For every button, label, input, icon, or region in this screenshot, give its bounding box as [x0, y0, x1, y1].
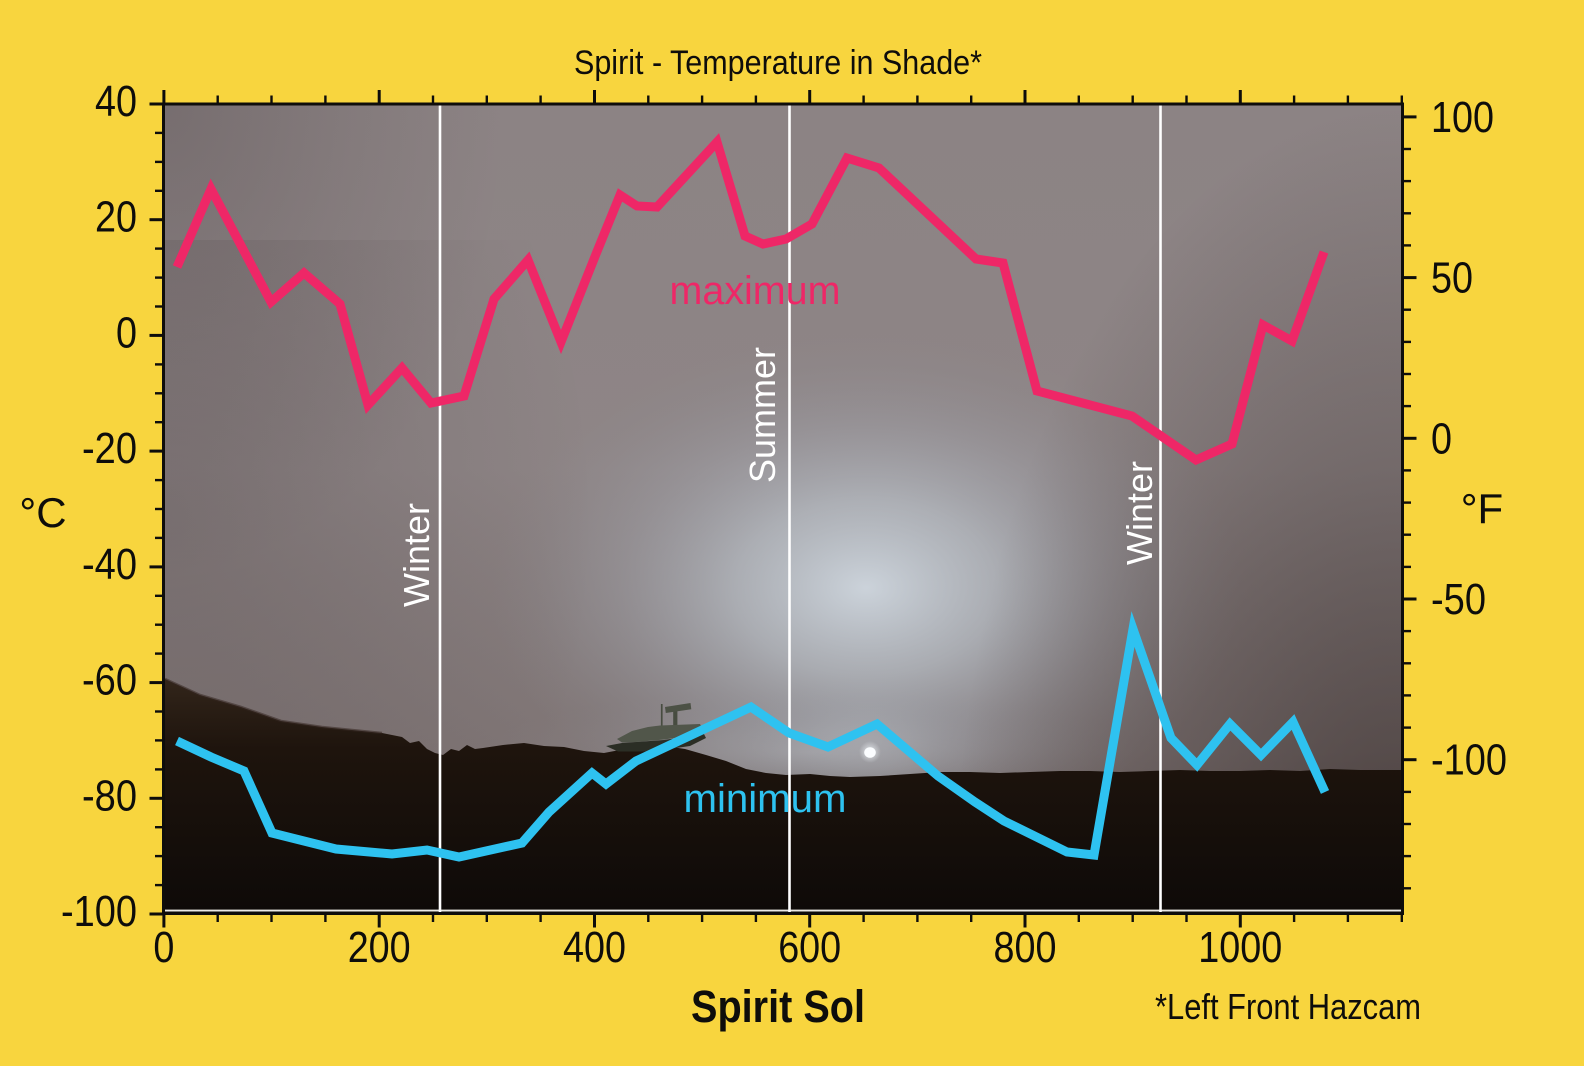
svg-text:50: 50 [1431, 254, 1473, 303]
svg-text:100: 100 [1431, 93, 1494, 142]
svg-text:1000: 1000 [1198, 923, 1282, 972]
svg-text:800: 800 [994, 923, 1057, 972]
svg-text:maximum: maximum [670, 269, 841, 313]
svg-text:600: 600 [778, 923, 841, 972]
svg-text:0: 0 [1431, 414, 1452, 463]
svg-text:-80: -80 [82, 771, 137, 820]
svg-text:°C: °C [19, 489, 66, 536]
svg-text:-20: -20 [82, 424, 137, 473]
svg-text:-60: -60 [82, 656, 137, 705]
svg-text:0: 0 [153, 923, 174, 972]
svg-text:200: 200 [348, 923, 411, 972]
svg-text:0: 0 [116, 308, 137, 357]
svg-text:400: 400 [563, 923, 626, 972]
svg-text:minimum: minimum [684, 777, 847, 821]
svg-text:-100: -100 [1431, 736, 1507, 785]
svg-text:°F: °F [1461, 485, 1503, 532]
svg-text:20: 20 [95, 193, 137, 242]
svg-text:*Left Front Hazcam: *Left Front Hazcam [1155, 986, 1421, 1027]
svg-text:Winter: Winter [1119, 461, 1160, 565]
svg-text:Winter: Winter [396, 503, 437, 607]
svg-text:Spirit Sol: Spirit Sol [691, 981, 865, 1032]
svg-text:-100: -100 [61, 887, 137, 936]
svg-text:Summer: Summer [742, 347, 783, 483]
svg-text:-40: -40 [82, 540, 137, 589]
svg-text:-50: -50 [1431, 575, 1486, 624]
svg-text:40: 40 [95, 77, 137, 126]
svg-text:Spirit - Temperature in Shade*: Spirit - Temperature in Shade* [574, 44, 982, 82]
